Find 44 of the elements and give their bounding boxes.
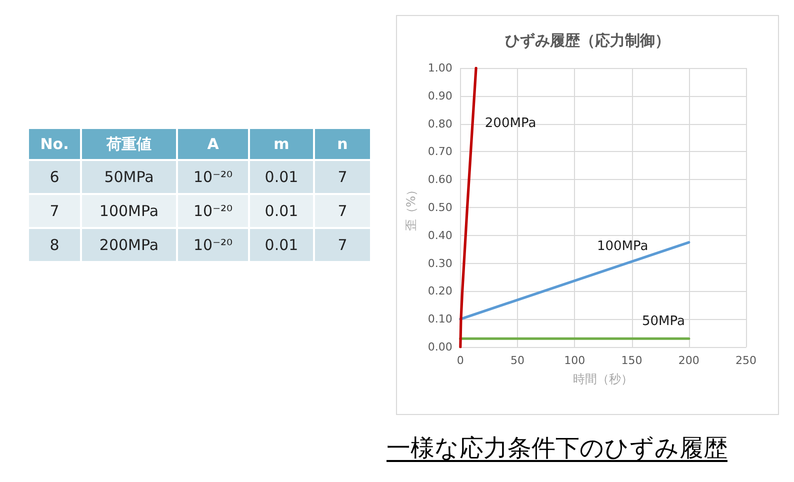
y-tick-label: 0.50 xyxy=(428,201,452,214)
text: 一様な応力条件下のひずみ履歴 xyxy=(386,434,728,462)
category-label: No. xyxy=(28,128,81,160)
x-tick-label: 0 xyxy=(456,354,464,367)
y-tick-label: 0.60 xyxy=(428,173,452,186)
series-label: 50MPa xyxy=(642,314,685,330)
text: 8 xyxy=(50,236,60,254)
x-tick-label: 50 xyxy=(510,354,525,367)
category-label: 荷重値 xyxy=(81,128,177,160)
y-axis-title: 歪（%） xyxy=(404,184,418,232)
x-tick-label: 250 xyxy=(736,354,756,367)
text: 7 xyxy=(338,168,348,186)
x-tick-label: 100 xyxy=(564,354,586,367)
text: 0.01 xyxy=(264,236,298,254)
series-label: 200MPa xyxy=(484,116,536,132)
y-tick-label: 0.40 xyxy=(428,228,452,242)
x-tick-label: 200 xyxy=(678,354,700,367)
y-tick-label: 0.20 xyxy=(428,284,452,298)
x-tick-label: 150 xyxy=(621,354,642,367)
y-tick-label: 0.30 xyxy=(428,256,452,270)
text: 200MPa xyxy=(99,236,159,254)
y-tick-label: 0.70 xyxy=(428,145,452,158)
text: 6 xyxy=(50,168,60,186)
text: 7 xyxy=(338,236,348,254)
y-tick-label: 0.10 xyxy=(428,312,452,326)
y-tick-label: 0.00 xyxy=(428,340,452,354)
text: 50MPa xyxy=(104,168,154,186)
text: 7 xyxy=(338,202,348,220)
text: 100MPa xyxy=(99,202,159,220)
category-label: n xyxy=(314,128,371,160)
category-label: A xyxy=(177,128,249,160)
y-tick-label: 0.80 xyxy=(428,117,452,130)
text: 0.01 xyxy=(264,168,298,186)
text: 10⁻²⁰ xyxy=(193,168,233,186)
category-label: m xyxy=(249,128,314,160)
y-tick-label: 1.00 xyxy=(428,62,452,74)
text: 0.01 xyxy=(264,202,298,220)
x-axis-title: 時間（秒） xyxy=(573,372,634,386)
y-tick-label: 0.90 xyxy=(428,89,452,102)
series-label: 100MPa xyxy=(596,239,648,254)
chart-title: ひずみ履歴（応力制御） xyxy=(505,32,670,50)
text: 7 xyxy=(50,202,60,220)
text: 10⁻²⁰ xyxy=(193,236,233,254)
text: 10⁻²⁰ xyxy=(193,202,233,220)
